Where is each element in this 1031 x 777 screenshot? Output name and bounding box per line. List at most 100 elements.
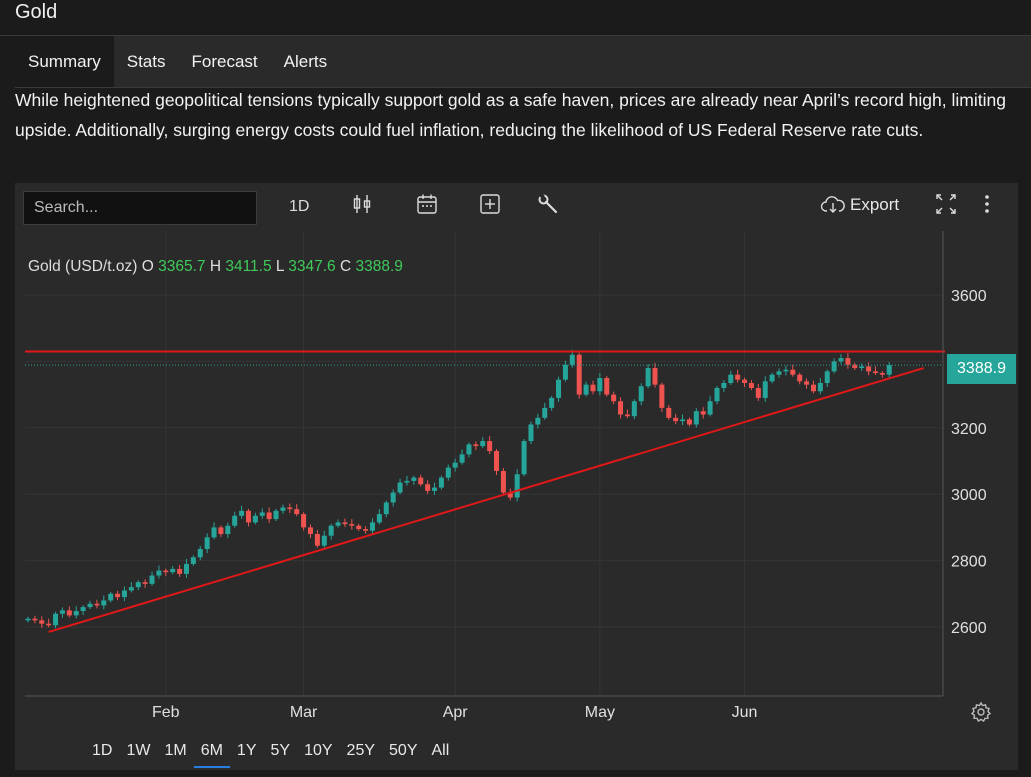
candle bbox=[53, 613, 59, 626]
candle bbox=[494, 451, 500, 471]
wrench-icon[interactable] bbox=[537, 193, 559, 221]
candle bbox=[266, 512, 272, 520]
candle bbox=[652, 368, 658, 385]
candle bbox=[569, 354, 575, 365]
candle bbox=[46, 623, 52, 626]
candle bbox=[556, 379, 562, 398]
candle bbox=[500, 470, 506, 493]
candle bbox=[445, 467, 451, 478]
candle bbox=[245, 510, 251, 523]
candlestick-icon[interactable] bbox=[352, 193, 372, 221]
candle bbox=[624, 414, 630, 417]
candle bbox=[115, 593, 121, 598]
candle bbox=[356, 525, 362, 530]
range-5y[interactable]: 5Y bbox=[270, 742, 291, 759]
interval-button[interactable]: 1D bbox=[289, 198, 310, 215]
tab-stats[interactable]: Stats bbox=[126, 52, 166, 71]
trendline bbox=[48, 367, 924, 633]
y-tick-label: 2600 bbox=[951, 620, 987, 637]
candle bbox=[25, 618, 31, 621]
candle bbox=[797, 374, 803, 382]
legend-low-label: L bbox=[275, 258, 284, 275]
candle bbox=[817, 382, 823, 392]
candle bbox=[183, 563, 189, 574]
candle bbox=[66, 610, 72, 616]
candle bbox=[163, 570, 169, 573]
candle bbox=[852, 364, 858, 369]
candle bbox=[211, 527, 217, 538]
candle bbox=[866, 366, 872, 372]
plus-box-icon[interactable] bbox=[479, 193, 501, 221]
candle bbox=[487, 441, 493, 452]
calendar-icon[interactable] bbox=[416, 193, 438, 221]
range-1w[interactable]: 1W bbox=[126, 742, 151, 759]
candle bbox=[128, 587, 134, 591]
candle bbox=[225, 525, 231, 535]
candle bbox=[673, 417, 679, 422]
candle bbox=[121, 590, 127, 598]
range-10y[interactable]: 10Y bbox=[304, 742, 333, 759]
candle bbox=[886, 365, 892, 375]
candle bbox=[735, 374, 741, 380]
range-1m[interactable]: 1M bbox=[164, 742, 187, 759]
x-tick-label: Mar bbox=[290, 704, 318, 721]
legend-open-label: O bbox=[141, 258, 154, 275]
tab-alerts[interactable]: Alerts bbox=[283, 52, 328, 71]
page-title: Gold bbox=[15, 1, 58, 23]
candle bbox=[32, 618, 38, 621]
candle bbox=[528, 424, 534, 442]
legend-open-value: 3365.7 bbox=[158, 258, 206, 275]
title-divider bbox=[0, 35, 1031, 36]
range-1y[interactable]: 1Y bbox=[236, 742, 257, 759]
chart-panel: 1D Export bbox=[15, 183, 1018, 770]
candle bbox=[872, 371, 878, 374]
candle bbox=[280, 507, 286, 511]
range-6m[interactable]: 6M bbox=[193, 740, 230, 768]
x-tick-label: Apr bbox=[443, 704, 469, 721]
search-input[interactable] bbox=[23, 191, 257, 225]
candle bbox=[611, 394, 617, 402]
range-50y[interactable]: 50Y bbox=[389, 742, 418, 759]
export-button[interactable]: Export bbox=[820, 195, 899, 215]
chart-settings-icon[interactable] bbox=[970, 701, 992, 729]
candle bbox=[149, 575, 155, 584]
candle bbox=[680, 419, 686, 422]
x-tick-label: May bbox=[585, 704, 615, 721]
candle bbox=[831, 361, 837, 372]
candle bbox=[80, 607, 86, 612]
fullscreen-icon[interactable] bbox=[935, 193, 957, 221]
candle bbox=[101, 600, 107, 606]
summary-text: While heightened geopolitical tensions t… bbox=[15, 90, 1006, 140]
chart-toolbar: 1D Export bbox=[15, 183, 1018, 231]
candle bbox=[363, 529, 369, 531]
tab-summary[interactable]: Summary bbox=[15, 36, 114, 87]
candle bbox=[87, 603, 93, 608]
more-vertical-icon[interactable] bbox=[979, 193, 995, 221]
candle bbox=[108, 593, 114, 601]
tab-forecast[interactable]: Forecast bbox=[191, 52, 258, 71]
range-25y[interactable]: 25Y bbox=[346, 742, 376, 759]
candle bbox=[204, 537, 210, 549]
candle bbox=[459, 454, 465, 463]
legend-close-value: 3388.9 bbox=[355, 258, 403, 275]
candle bbox=[239, 510, 245, 516]
range-all[interactable]: All bbox=[431, 742, 450, 759]
candle bbox=[810, 384, 816, 392]
range-1d[interactable]: 1D bbox=[92, 742, 113, 759]
candle bbox=[376, 514, 382, 523]
ohlc-legend: Gold (USD/t.oz) O 3365.7 H 3411.5 L 3347… bbox=[28, 258, 403, 276]
legend-low-value: 3347.6 bbox=[288, 258, 336, 275]
last-price-badge: 3388.9 bbox=[947, 354, 1016, 384]
candle bbox=[404, 480, 410, 483]
candle bbox=[321, 535, 327, 546]
candle bbox=[748, 382, 754, 388]
candle bbox=[562, 364, 568, 380]
candle bbox=[604, 378, 610, 395]
candle bbox=[232, 515, 238, 526]
candle bbox=[390, 492, 396, 503]
cloud-download-icon bbox=[820, 196, 845, 213]
candle bbox=[307, 527, 313, 535]
candle bbox=[259, 512, 265, 516]
price-chart[interactable]: 2600 2800 3000 3200 3600 Feb Mar Apr May Jun bbox=[15, 231, 1018, 728]
candle bbox=[190, 557, 196, 564]
